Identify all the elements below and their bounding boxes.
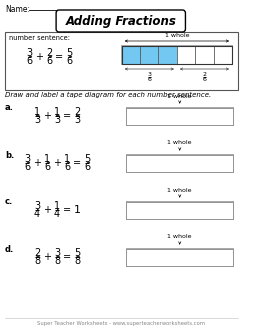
Text: 3: 3 bbox=[147, 72, 151, 77]
Text: 8: 8 bbox=[74, 256, 80, 266]
Text: 3: 3 bbox=[26, 48, 33, 58]
Bar bbox=[121, 46, 231, 64]
Text: 5: 5 bbox=[66, 48, 72, 58]
Text: 1: 1 bbox=[73, 205, 80, 215]
Text: 2: 2 bbox=[34, 248, 40, 258]
Text: 6: 6 bbox=[202, 77, 205, 82]
Bar bbox=[139, 46, 158, 64]
Text: c.: c. bbox=[5, 197, 13, 207]
Text: =: = bbox=[73, 158, 81, 168]
Text: 1: 1 bbox=[34, 107, 40, 117]
Text: 3: 3 bbox=[34, 115, 40, 125]
Text: a.: a. bbox=[5, 104, 13, 113]
Text: 1 whole: 1 whole bbox=[167, 93, 191, 98]
Text: 4: 4 bbox=[34, 209, 40, 219]
Text: 3: 3 bbox=[54, 248, 60, 258]
Text: 3: 3 bbox=[54, 115, 60, 125]
Text: =: = bbox=[63, 111, 71, 121]
Text: +: + bbox=[35, 52, 43, 62]
Bar bbox=[126, 108, 232, 124]
Bar bbox=[5, 32, 237, 90]
Bar bbox=[125, 153, 233, 173]
Text: 1: 1 bbox=[64, 154, 70, 164]
Text: 1 whole: 1 whole bbox=[167, 235, 191, 240]
Text: 2: 2 bbox=[74, 107, 80, 117]
Text: 6: 6 bbox=[44, 162, 50, 172]
Text: 6: 6 bbox=[147, 77, 151, 82]
FancyBboxPatch shape bbox=[56, 10, 185, 32]
Text: 2: 2 bbox=[202, 72, 206, 77]
Text: 6: 6 bbox=[64, 162, 70, 172]
Text: 1 whole: 1 whole bbox=[167, 187, 191, 192]
Text: 8: 8 bbox=[54, 256, 60, 266]
Text: number sentence:: number sentence: bbox=[9, 35, 69, 41]
Bar bbox=[120, 45, 232, 65]
Bar bbox=[125, 248, 233, 267]
Text: d.: d. bbox=[5, 245, 14, 253]
Text: Draw and label a tape diagram for each number sentence.: Draw and label a tape diagram for each n… bbox=[5, 92, 210, 98]
Text: 1 whole: 1 whole bbox=[164, 33, 188, 38]
Text: 1: 1 bbox=[54, 107, 60, 117]
Text: +: + bbox=[53, 158, 61, 168]
Text: =: = bbox=[63, 252, 71, 262]
Text: 6: 6 bbox=[66, 56, 72, 66]
Text: +: + bbox=[43, 252, 51, 262]
Text: Super Teacher Worksheets - www.superteacherworksheets.com: Super Teacher Worksheets - www.superteac… bbox=[37, 320, 204, 325]
Text: 3: 3 bbox=[24, 154, 30, 164]
Text: Name:: Name: bbox=[5, 5, 30, 14]
Bar bbox=[126, 248, 232, 266]
Text: 5: 5 bbox=[84, 154, 90, 164]
Text: b.: b. bbox=[5, 150, 14, 159]
Text: 6: 6 bbox=[84, 162, 90, 172]
Bar bbox=[195, 46, 213, 64]
Text: +: + bbox=[33, 158, 41, 168]
Text: 5: 5 bbox=[74, 248, 80, 258]
Text: 6: 6 bbox=[24, 162, 30, 172]
Text: 3: 3 bbox=[34, 201, 40, 211]
Text: 4: 4 bbox=[54, 209, 60, 219]
Bar bbox=[213, 46, 231, 64]
Text: +: + bbox=[43, 205, 51, 215]
Text: 2: 2 bbox=[46, 48, 52, 58]
Bar bbox=[121, 46, 139, 64]
Bar bbox=[125, 107, 233, 125]
Text: =: = bbox=[63, 205, 71, 215]
Bar bbox=[126, 202, 232, 218]
Bar bbox=[158, 46, 176, 64]
Bar bbox=[126, 154, 232, 172]
Text: 6: 6 bbox=[26, 56, 33, 66]
Text: =: = bbox=[55, 52, 63, 62]
Text: 1 whole: 1 whole bbox=[167, 141, 191, 146]
Bar bbox=[125, 201, 233, 219]
Text: +: + bbox=[43, 111, 51, 121]
Text: 8: 8 bbox=[34, 256, 40, 266]
Bar bbox=[176, 46, 195, 64]
Text: 6: 6 bbox=[46, 56, 52, 66]
Text: 1: 1 bbox=[54, 201, 60, 211]
Text: 1: 1 bbox=[44, 154, 50, 164]
Text: Adding Fractions: Adding Fractions bbox=[65, 15, 176, 27]
Text: 3: 3 bbox=[74, 115, 80, 125]
